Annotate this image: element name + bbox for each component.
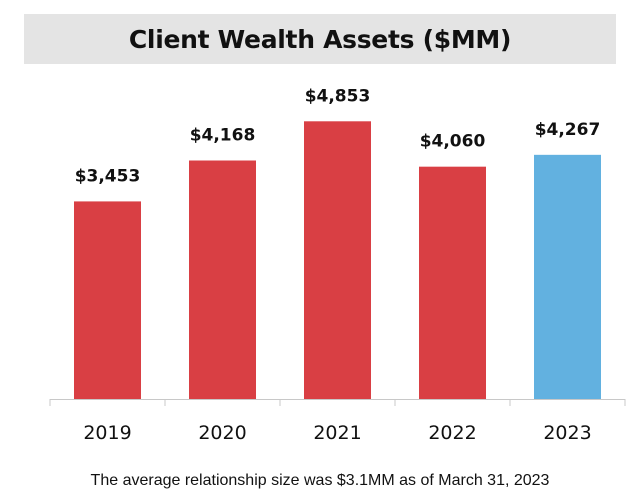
data-label-2022: $4,060 xyxy=(420,132,486,152)
x-tick-label-2022: 2022 xyxy=(428,422,476,444)
x-tick-label-2019: 2019 xyxy=(83,422,131,444)
data-label-2023: $4,267 xyxy=(535,120,601,140)
bar-2022 xyxy=(419,166,486,399)
x-tick-label-2021: 2021 xyxy=(313,422,361,444)
data-label-2020: $4,168 xyxy=(190,125,256,145)
data-label-2021: $4,853 xyxy=(305,86,371,106)
bar-2019 xyxy=(74,201,141,399)
bar-2023 xyxy=(534,154,601,399)
x-tick-label-2023: 2023 xyxy=(543,422,591,444)
data-label-2019: $3,453 xyxy=(75,166,141,186)
bar-2020 xyxy=(189,160,256,399)
bar-chart: $3,453 2019 $4,168 2020 $4,853 2021 $4,060 2022… xyxy=(49,86,626,444)
bar-2021 xyxy=(304,121,371,400)
chart-title: Client Wealth Assets ($MM) xyxy=(128,24,512,54)
chart-title-bar: Client Wealth Assets ($MM) xyxy=(24,14,616,64)
footnote: The average relationship size was $3.1MM… xyxy=(90,472,550,489)
x-tick-label-2020: 2020 xyxy=(198,422,246,444)
